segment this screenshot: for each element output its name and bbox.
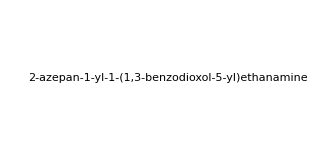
Text: 2-azepan-1-yl-1-(1,3-benzodioxol-5-yl)ethanamine: 2-azepan-1-yl-1-(1,3-benzodioxol-5-yl)et… bbox=[28, 73, 308, 83]
